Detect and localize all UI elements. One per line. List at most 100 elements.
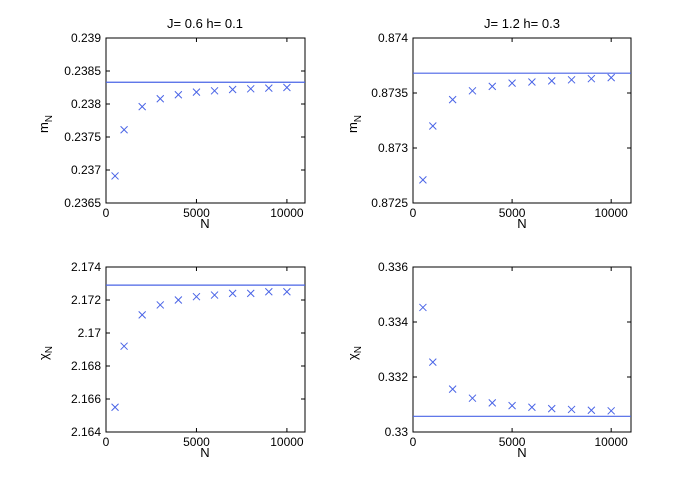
y-axis-label-sub: N — [353, 115, 364, 122]
data-point — [283, 287, 291, 296]
y-tick-label: 0.239 — [71, 31, 101, 45]
chart-title: J= 1.2 h= 0.3 — [484, 16, 560, 31]
panel-bottom-left: 0 5000 100002.1642.1662.1682.172.1722.174 … — [36, 260, 306, 460]
plot-area: 0 5000 10000 2.164 2.166 2.168 2.17 2.172 2.174 — [71, 260, 306, 449]
x-axis-label: N — [517, 445, 526, 460]
x-axis-label: N — [517, 216, 526, 231]
x-axis-label: N — [200, 216, 209, 231]
y-tick-label: 2.164 — [71, 425, 101, 439]
data-point — [192, 88, 201, 96]
y-axis-label-base: χ — [36, 353, 51, 360]
data-point — [228, 289, 237, 298]
y-tick-label: 0.334 — [378, 315, 408, 329]
data-point — [264, 287, 273, 296]
data-point — [120, 342, 128, 351]
y-tick-label: 0.8725 — [371, 196, 408, 210]
plot-area: 0 5000 10000 0.2365 0.237 0.2375 0.238 0.2385 0.… — [64, 31, 306, 220]
data-point — [246, 289, 255, 298]
panel-top-left: J= 0.6 h= 0.1 0 5000 10000 0.2365 0.237 0.237… — [36, 16, 306, 231]
x-tick-label: 0 — [103, 206, 110, 220]
panel-top-right: J= 1.2 h= 0.3 0 5000 10000 0.8725 0.873 0.873… — [345, 16, 632, 231]
y-tick-label: 2.174 — [71, 260, 101, 274]
x-tick-label: 5000 — [183, 435, 210, 449]
data-point — [508, 401, 516, 410]
data-point — [587, 74, 596, 83]
x-tick-label: 10000 — [270, 206, 304, 220]
y-axis-label: χN — [345, 346, 364, 360]
y-tick-label: 0.238 — [71, 97, 101, 111]
y-axis-label: χN — [36, 346, 55, 360]
data-point — [488, 398, 497, 407]
y-tick-label: 2.172 — [71, 293, 101, 307]
x-tick-label: 0 — [103, 435, 110, 449]
data-point — [468, 86, 477, 95]
data-point — [156, 94, 165, 103]
y-axis-label: mN — [345, 115, 364, 133]
y-tick-label: 2.166 — [71, 392, 101, 406]
axes-frame — [412, 37, 632, 204]
data-point — [246, 84, 255, 93]
plot-area: 0 5000 10000 0.33 0.332 0.334 0.336 — [378, 260, 632, 449]
data-point — [547, 404, 556, 413]
data-point — [607, 73, 616, 82]
y-tick-label: 0.237 — [71, 163, 101, 177]
data-point — [419, 176, 427, 184]
y-axis-label-sub: N — [353, 346, 364, 353]
axes-frame — [105, 266, 306, 433]
y-tick-label: 0.874 — [378, 31, 408, 45]
y-tick-label: 0.8735 — [371, 86, 408, 100]
data-point — [111, 403, 119, 412]
y-axis-label: mN — [36, 115, 55, 133]
data-point — [156, 301, 165, 309]
data-point — [488, 82, 497, 91]
x-tick-label: 0 — [410, 435, 417, 449]
x-tick-label: 5000 — [499, 206, 526, 220]
data-point — [528, 78, 536, 86]
x-tick-label: 5000 — [499, 435, 526, 449]
data-point — [567, 75, 576, 84]
x-axis-label: N — [200, 445, 209, 460]
data-point — [428, 122, 437, 130]
data-point — [174, 90, 183, 99]
data-point — [210, 291, 219, 299]
data-point — [264, 84, 273, 93]
data-point — [607, 406, 616, 415]
y-axis-label-base: m — [345, 122, 360, 133]
data-point — [468, 394, 477, 403]
data-point — [283, 83, 291, 92]
axes-frame — [412, 266, 632, 433]
data-point — [192, 292, 201, 301]
data-point — [111, 172, 119, 180]
y-tick-label: 2.17 — [78, 326, 102, 340]
data-point — [508, 79, 516, 87]
data-point — [587, 406, 596, 415]
data-point — [120, 125, 128, 134]
y-axis-label-base: m — [36, 122, 51, 133]
plot-area: 0 5000 10000 0.8725 0.873 0.8735 0.874 — [371, 31, 632, 220]
chart-title: J= 0.6 h= 0.1 — [167, 16, 243, 31]
y-tick-label: 0.2385 — [64, 64, 101, 78]
data-point — [138, 102, 147, 111]
y-tick-label: 0.2375 — [64, 130, 101, 144]
data-point — [419, 303, 427, 312]
x-tick-label: 5000 — [183, 206, 210, 220]
y-tick-label: 0.33 — [385, 425, 409, 439]
data-point — [448, 95, 457, 104]
data-point — [210, 86, 219, 95]
data-point — [228, 85, 237, 94]
data-point — [174, 296, 183, 304]
y-tick-label: 0.2365 — [64, 196, 101, 210]
x-tick-label: 0 — [410, 206, 417, 220]
data-point — [138, 310, 147, 319]
data-point — [547, 77, 556, 85]
data-point — [428, 358, 437, 367]
y-tick-label: 0.332 — [378, 370, 408, 384]
data-point — [567, 405, 576, 414]
y-axis-label-sub: N — [44, 346, 55, 353]
axes-frame — [105, 37, 306, 204]
x-tick-label: 10000 — [594, 206, 628, 220]
y-tick-label: 0.336 — [378, 260, 408, 274]
data-point — [448, 385, 457, 393]
